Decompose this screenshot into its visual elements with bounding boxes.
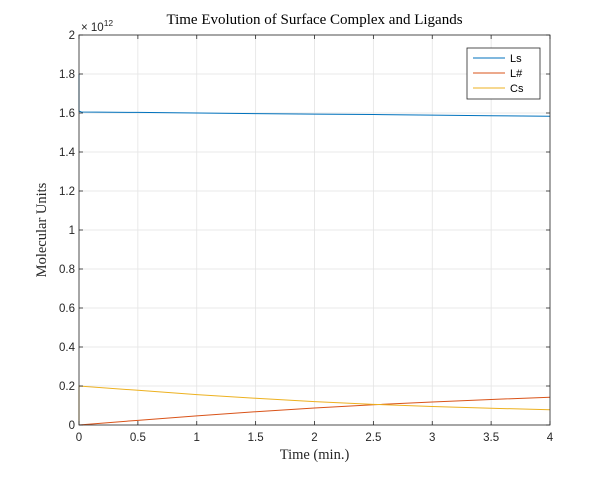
x-tick-label: 1 [194,432,200,444]
y-tick-label: 1.4 [59,147,76,159]
y-exponent-base: × 10 [81,22,104,34]
x-tick-label: 3.5 [483,432,499,444]
legend-label-L#: L# [510,68,523,80]
x-tick-label: 3 [429,432,435,444]
y-tick-label: 1.6 [59,108,75,120]
y-tick-label: 0.6 [59,303,75,315]
legend-label-Cs: Cs [510,83,524,95]
y-tick-label: 1.8 [59,69,75,81]
series-line-Ls [78,74,551,117]
y-exponent-power: 12 [104,18,114,28]
x-tick-label: 2.5 [365,432,381,444]
chart-title: Time Evolution of Surface Complex and Li… [166,12,462,28]
x-tick-label: 1.5 [248,432,264,444]
axis-tick-labels: 0 0.5 1 1.5 2 2.5 3 3.5 4 0 0.2 0.4 0.6 0.8 1 1.2 1.4 1.6… [59,30,554,444]
y-tick-label: 1 [69,225,75,237]
axis-ticks [78,34,551,426]
series-line-Cs [78,385,551,425]
y-tick-label: 1.2 [59,186,75,198]
y-tick-label: 0.2 [59,381,75,393]
x-tick-label: 0.5 [130,432,146,444]
series-line-L# [78,396,551,426]
x-tick-label: 4 [547,432,554,444]
y-tick-label: 0 [69,420,75,432]
y-tick-label: 2 [69,30,75,42]
y-tick-label: 0.4 [59,342,76,354]
plot-lines [78,74,551,426]
x-tick-label: 2 [311,432,317,444]
y-tick-label: 0.8 [59,264,75,276]
x-axis-title: Time (min.) [280,447,350,463]
y-axis-exponent: × 1012 [81,18,113,34]
y-axis-title: Molecular Units [34,182,50,277]
x-tick-label: 0 [76,432,82,444]
legend-label-Ls: Ls [510,53,522,65]
legend: Ls L# Cs [466,47,541,100]
